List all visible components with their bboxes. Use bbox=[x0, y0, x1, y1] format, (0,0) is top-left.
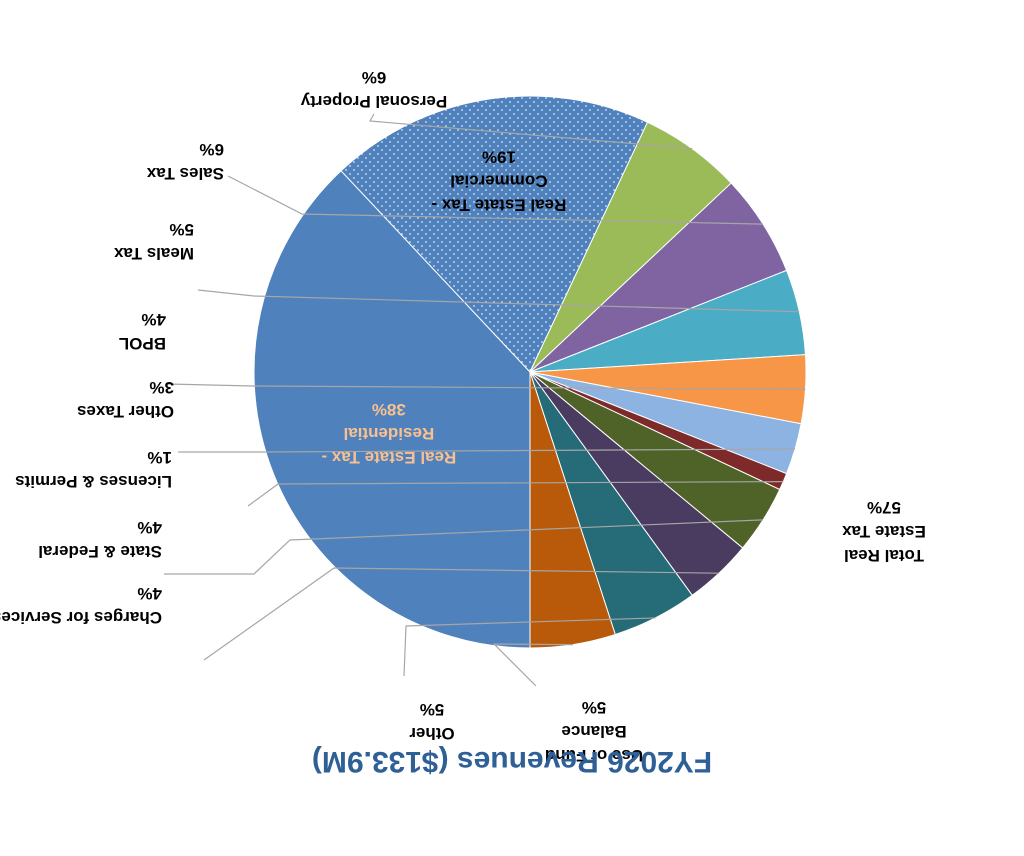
leader-line-meals-tax bbox=[197, 289, 800, 313]
leader-line-other-taxes bbox=[178, 448, 796, 453]
group-label-total-real-estate: Total RealEstate Tax57% bbox=[842, 498, 926, 565]
slice-label-other: Other5% bbox=[409, 700, 455, 743]
pie-slice-real-estate-tax-commercial bbox=[340, 95, 649, 373]
leader-line-state-federal bbox=[164, 519, 764, 575]
leader-line-use-of-fund-balance bbox=[492, 643, 574, 687]
slice-label-licenses-permits: Licenses & Permits1% bbox=[15, 448, 172, 491]
leader-lines bbox=[164, 113, 806, 687]
slice-label-bpol: BPOL4% bbox=[119, 310, 166, 353]
slice-label-meals-tax: Meals Tax5% bbox=[113, 220, 194, 263]
leader-line-licenses-permits bbox=[247, 481, 784, 507]
leader-line-sales-tax bbox=[227, 175, 764, 225]
leader-line-personal-property bbox=[369, 113, 693, 150]
chart-title: FY2026 Revenues ($133.9M) bbox=[312, 745, 712, 778]
slice-label-state-federal: State & Federal4% bbox=[38, 518, 162, 561]
slice-label-sales-tax: Sales Tax6% bbox=[146, 140, 224, 183]
leader-line-charges-for-services bbox=[203, 567, 719, 661]
slice-labels: Real Estate Tax -Residential38% Real Esta… bbox=[0, 68, 643, 765]
slice-label-charges-for-services: Charges for Services4% bbox=[0, 584, 162, 627]
slice-label-real-estate-tax-commercial: Real Estate Tax -Commercial19% bbox=[432, 148, 567, 215]
leader-line-other bbox=[403, 617, 656, 677]
slice-label-real-estate-tax-residential: Real Estate Tax -Residential38% bbox=[321, 400, 456, 467]
pie-slice-real-estate-tax-residential bbox=[253, 170, 531, 649]
slice-label-personal-property: Personal Property6% bbox=[300, 68, 447, 111]
group-label-text: Total RealEstate Tax57% bbox=[842, 498, 926, 565]
pie-slices bbox=[253, 95, 807, 649]
slice-label-other-taxes: Other Taxes3% bbox=[77, 378, 174, 421]
leader-line-bpol bbox=[167, 383, 806, 390]
slice-label-use-of-fund-balance: Use of FundBalance5% bbox=[545, 698, 643, 765]
